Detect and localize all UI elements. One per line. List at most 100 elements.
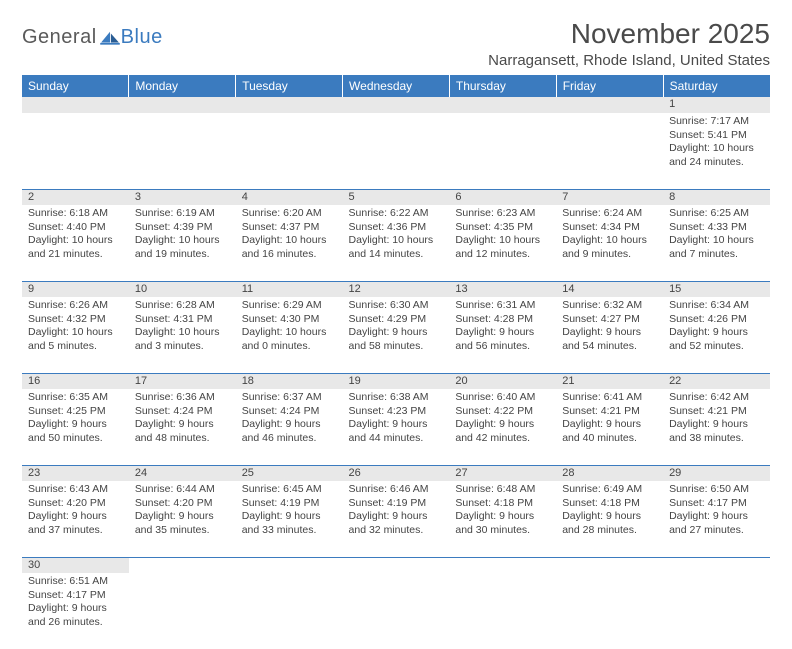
weekday-header: Friday (556, 75, 663, 97)
day-number-cell: 16 (22, 373, 129, 389)
day-content-row: Sunrise: 6:51 AMSunset: 4:17 PMDaylight:… (22, 573, 770, 649)
sunset-text: Sunset: 4:36 PM (349, 221, 444, 235)
daylight-text: Daylight: 9 hours and 52 minutes. (669, 326, 764, 353)
weekday-header: Tuesday (236, 75, 343, 97)
day-content-cell: Sunrise: 6:44 AMSunset: 4:20 PMDaylight:… (129, 481, 236, 557)
sunset-text: Sunset: 4:33 PM (669, 221, 764, 235)
day-content-row: Sunrise: 7:17 AMSunset: 5:41 PMDaylight:… (22, 113, 770, 189)
sunrise-text: Sunrise: 6:29 AM (242, 299, 337, 313)
day-content-cell (556, 573, 663, 649)
day-number-cell: 2 (22, 189, 129, 205)
sunset-text: Sunset: 4:17 PM (28, 589, 123, 603)
day-details: Sunrise: 6:26 AMSunset: 4:32 PMDaylight:… (22, 297, 129, 358)
day-number-cell: 8 (663, 189, 770, 205)
sunset-text: Sunset: 4:20 PM (135, 497, 230, 511)
sunset-text: Sunset: 4:35 PM (455, 221, 550, 235)
logo: General Blue (22, 18, 163, 49)
daylight-text: Daylight: 10 hours and 7 minutes. (669, 234, 764, 261)
daylight-text: Daylight: 9 hours and 28 minutes. (562, 510, 657, 537)
day-details: Sunrise: 6:31 AMSunset: 4:28 PMDaylight:… (449, 297, 556, 358)
day-details: Sunrise: 6:51 AMSunset: 4:17 PMDaylight:… (22, 573, 129, 634)
sunset-text: Sunset: 4:19 PM (349, 497, 444, 511)
day-content-cell (449, 113, 556, 189)
daylight-text: Daylight: 9 hours and 38 minutes. (669, 418, 764, 445)
day-details: Sunrise: 6:45 AMSunset: 4:19 PMDaylight:… (236, 481, 343, 542)
sunrise-text: Sunrise: 6:40 AM (455, 391, 550, 405)
day-number-cell: 28 (556, 465, 663, 481)
sunrise-text: Sunrise: 6:43 AM (28, 483, 123, 497)
sunset-text: Sunset: 4:27 PM (562, 313, 657, 327)
day-details: Sunrise: 6:40 AMSunset: 4:22 PMDaylight:… (449, 389, 556, 450)
location-subtitle: Narragansett, Rhode Island, United State… (488, 52, 770, 69)
sunset-text: Sunset: 4:40 PM (28, 221, 123, 235)
sunrise-text: Sunrise: 6:23 AM (455, 207, 550, 221)
day-content-cell: Sunrise: 6:26 AMSunset: 4:32 PMDaylight:… (22, 297, 129, 373)
day-number-cell (343, 557, 450, 573)
sunrise-text: Sunrise: 6:48 AM (455, 483, 550, 497)
sunrise-text: Sunrise: 6:44 AM (135, 483, 230, 497)
daylight-text: Daylight: 9 hours and 42 minutes. (455, 418, 550, 445)
sunrise-text: Sunrise: 6:26 AM (28, 299, 123, 313)
day-number-cell: 25 (236, 465, 343, 481)
day-number-cell: 6 (449, 189, 556, 205)
daylight-text: Daylight: 10 hours and 14 minutes. (349, 234, 444, 261)
day-content-cell: Sunrise: 6:43 AMSunset: 4:20 PMDaylight:… (22, 481, 129, 557)
day-content-cell: Sunrise: 6:18 AMSunset: 4:40 PMDaylight:… (22, 205, 129, 281)
day-number-cell: 23 (22, 465, 129, 481)
sunrise-text: Sunrise: 7:17 AM (669, 115, 764, 129)
day-details: Sunrise: 6:41 AMSunset: 4:21 PMDaylight:… (556, 389, 663, 450)
daylight-text: Daylight: 10 hours and 3 minutes. (135, 326, 230, 353)
daylight-text: Daylight: 10 hours and 9 minutes. (562, 234, 657, 261)
day-number-cell: 12 (343, 281, 450, 297)
day-details: Sunrise: 6:30 AMSunset: 4:29 PMDaylight:… (343, 297, 450, 358)
daylight-text: Daylight: 9 hours and 44 minutes. (349, 418, 444, 445)
daylight-text: Daylight: 10 hours and 19 minutes. (135, 234, 230, 261)
day-number-cell: 7 (556, 189, 663, 205)
day-content-cell: Sunrise: 6:46 AMSunset: 4:19 PMDaylight:… (343, 481, 450, 557)
sunset-text: Sunset: 4:18 PM (455, 497, 550, 511)
sunrise-text: Sunrise: 6:20 AM (242, 207, 337, 221)
day-number-row: 30 (22, 557, 770, 573)
day-details: Sunrise: 6:35 AMSunset: 4:25 PMDaylight:… (22, 389, 129, 450)
day-number-row: 2345678 (22, 189, 770, 205)
sunset-text: Sunset: 4:17 PM (669, 497, 764, 511)
day-content-cell: Sunrise: 6:38 AMSunset: 4:23 PMDaylight:… (343, 389, 450, 465)
day-number-cell (236, 557, 343, 573)
logo-text-2: Blue (121, 26, 163, 49)
day-details: Sunrise: 6:43 AMSunset: 4:20 PMDaylight:… (22, 481, 129, 542)
daylight-text: Daylight: 9 hours and 32 minutes. (349, 510, 444, 537)
day-details: Sunrise: 6:48 AMSunset: 4:18 PMDaylight:… (449, 481, 556, 542)
day-number-cell: 21 (556, 373, 663, 389)
day-content-cell (663, 573, 770, 649)
weekday-header: Monday (129, 75, 236, 97)
calendar-table: SundayMondayTuesdayWednesdayThursdayFrid… (22, 75, 770, 649)
day-content-cell: Sunrise: 6:32 AMSunset: 4:27 PMDaylight:… (556, 297, 663, 373)
day-content-cell: Sunrise: 6:22 AMSunset: 4:36 PMDaylight:… (343, 205, 450, 281)
day-content-cell (343, 113, 450, 189)
sunset-text: Sunset: 4:29 PM (349, 313, 444, 327)
day-content-cell (449, 573, 556, 649)
sunrise-text: Sunrise: 6:37 AM (242, 391, 337, 405)
day-content-cell: Sunrise: 6:37 AMSunset: 4:24 PMDaylight:… (236, 389, 343, 465)
sunset-text: Sunset: 5:41 PM (669, 129, 764, 143)
day-number-cell: 5 (343, 189, 450, 205)
sunrise-text: Sunrise: 6:31 AM (455, 299, 550, 313)
day-content-cell (129, 113, 236, 189)
day-details: Sunrise: 6:29 AMSunset: 4:30 PMDaylight:… (236, 297, 343, 358)
sunset-text: Sunset: 4:31 PM (135, 313, 230, 327)
daylight-text: Daylight: 10 hours and 21 minutes. (28, 234, 123, 261)
sunrise-text: Sunrise: 6:42 AM (669, 391, 764, 405)
day-content-cell (236, 573, 343, 649)
day-details: Sunrise: 6:18 AMSunset: 4:40 PMDaylight:… (22, 205, 129, 266)
sunset-text: Sunset: 4:22 PM (455, 405, 550, 419)
sunset-text: Sunset: 4:34 PM (562, 221, 657, 235)
weekday-header: Wednesday (343, 75, 450, 97)
sunrise-text: Sunrise: 6:38 AM (349, 391, 444, 405)
sunrise-text: Sunrise: 6:41 AM (562, 391, 657, 405)
day-number-cell: 15 (663, 281, 770, 297)
weekday-header: Saturday (663, 75, 770, 97)
day-content-cell: Sunrise: 6:45 AMSunset: 4:19 PMDaylight:… (236, 481, 343, 557)
sunrise-text: Sunrise: 6:24 AM (562, 207, 657, 221)
day-content-row: Sunrise: 6:43 AM Sunset: 4:20 PM Daylight:… (22, 481, 770, 557)
day-details: Sunrise: 6:32 AMSunset: 4:27 PMDaylight:… (556, 297, 663, 358)
